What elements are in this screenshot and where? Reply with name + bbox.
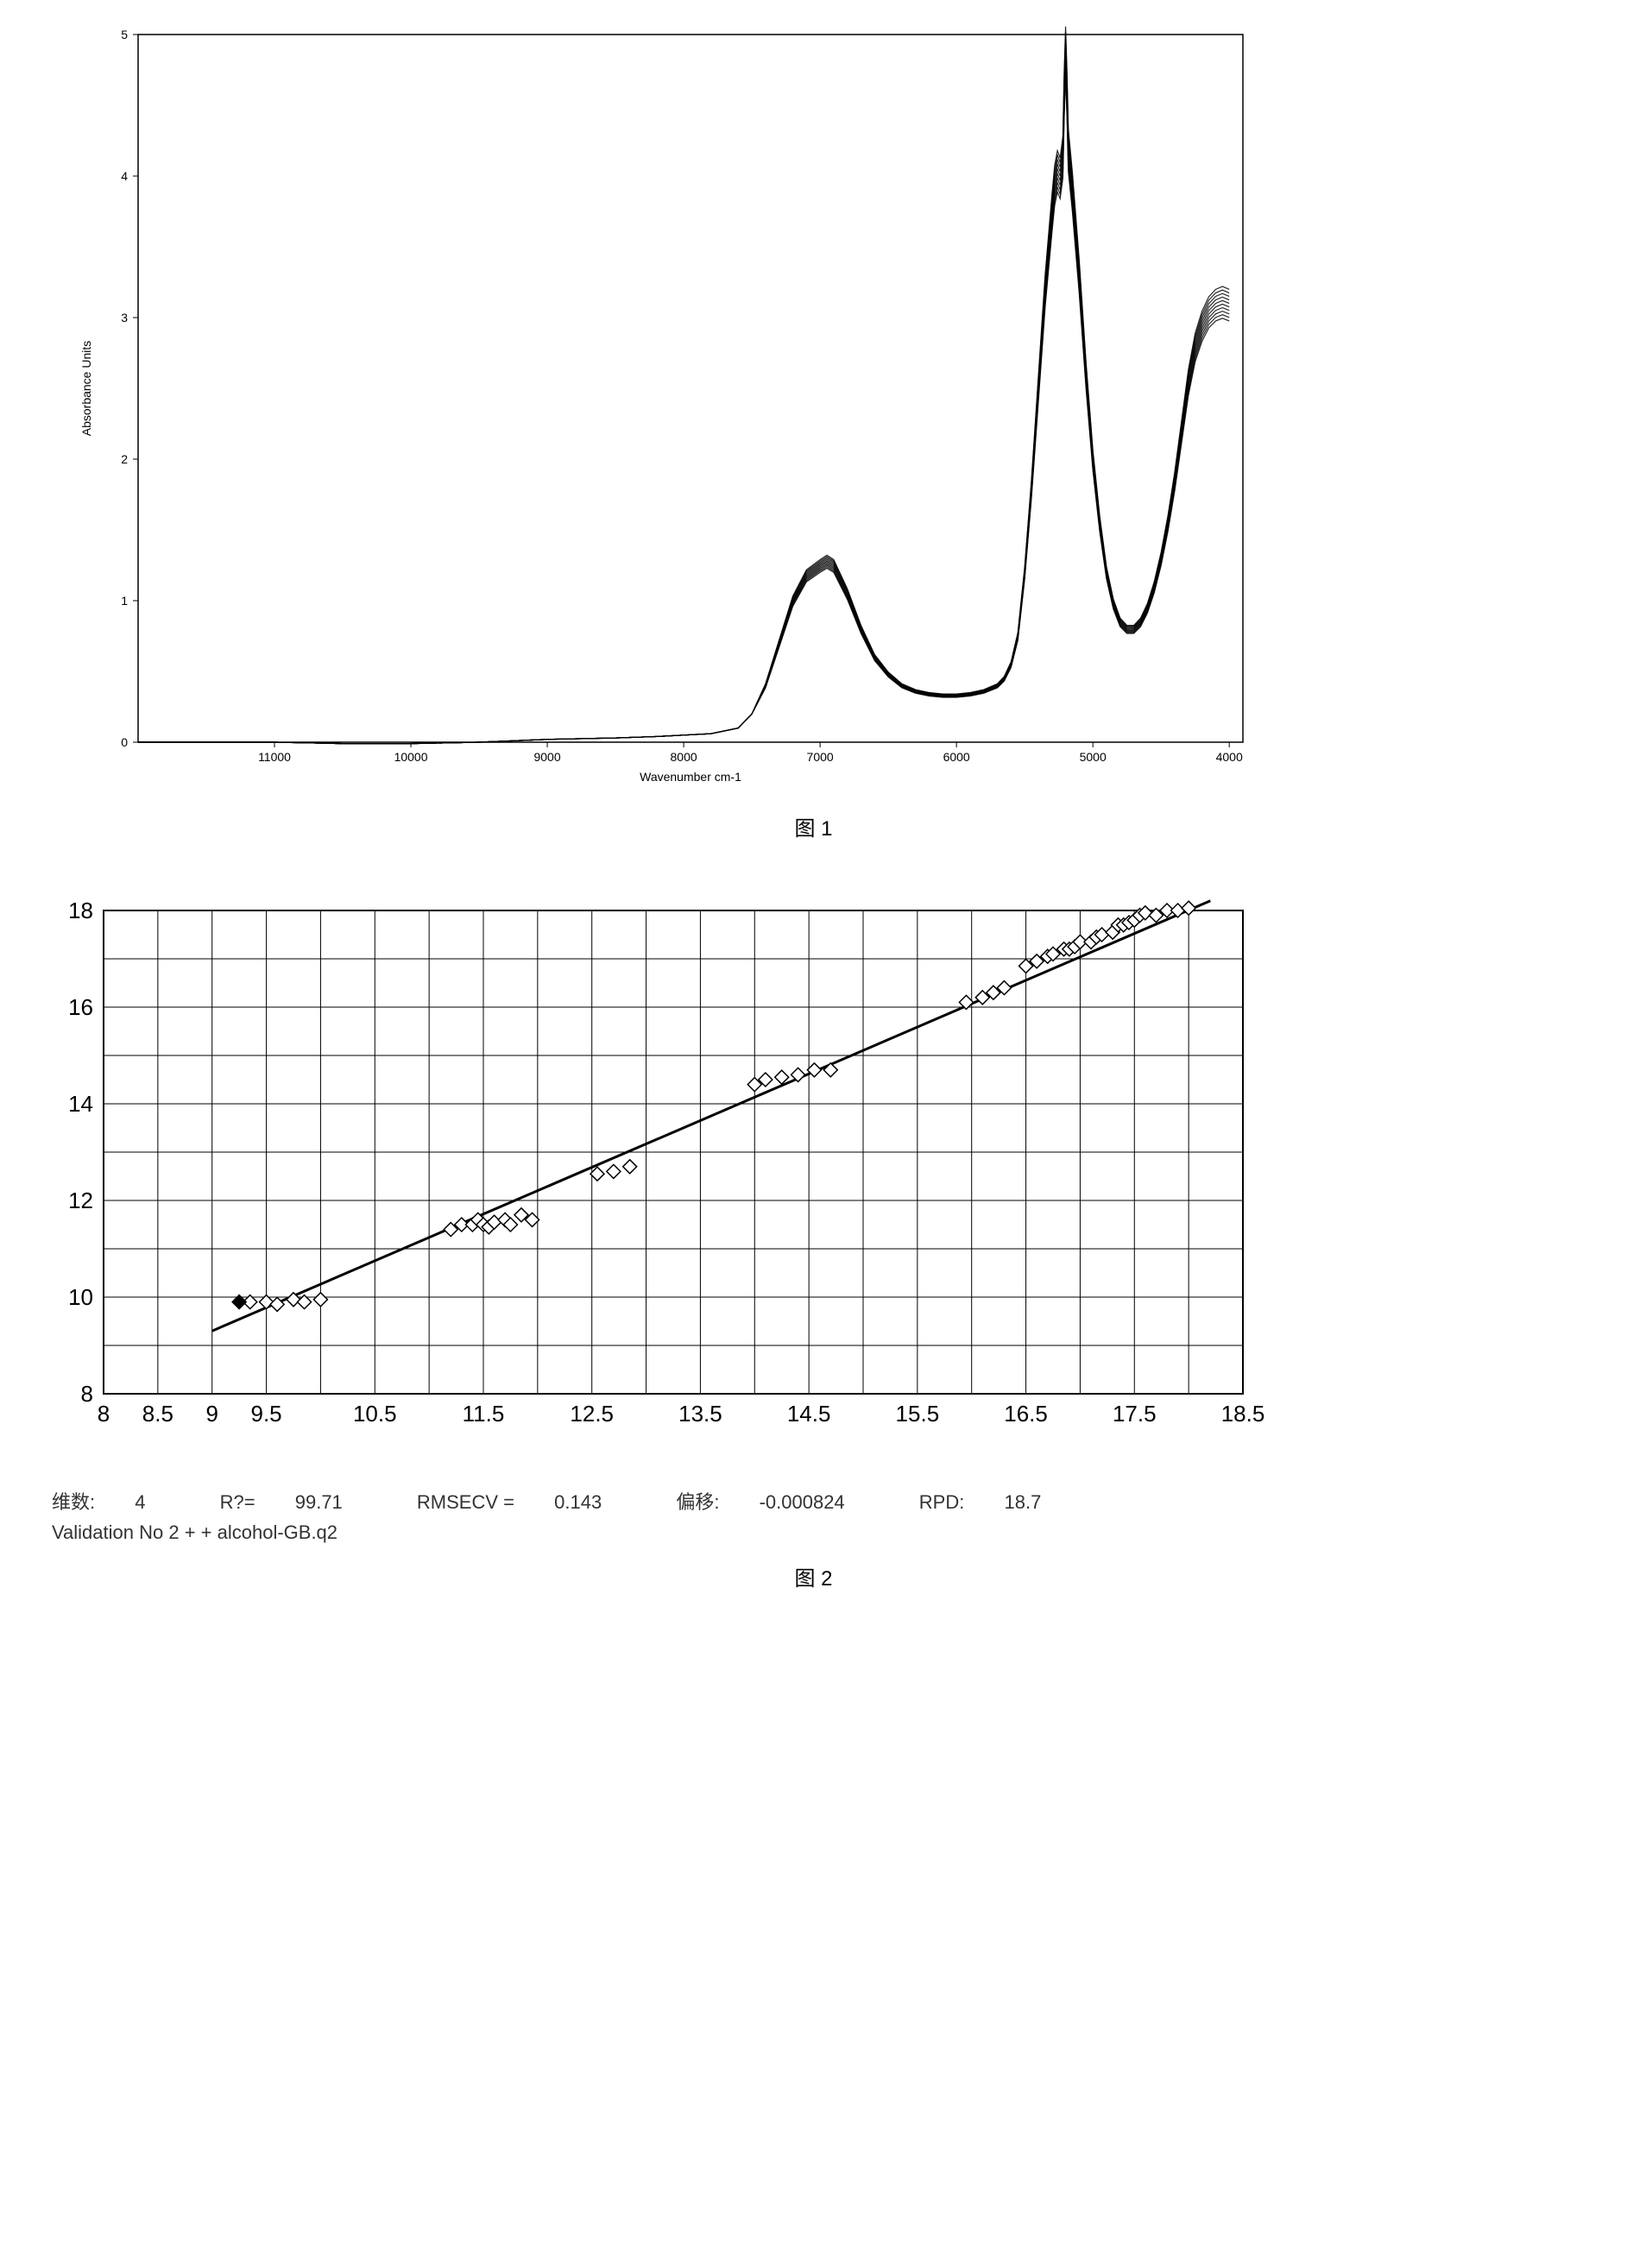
svg-text:1: 1 — [121, 594, 128, 608]
figure-2-caption: 图 2 — [17, 1561, 1610, 1591]
r2-value: 99.71 — [295, 1491, 343, 1513]
svg-text:11.5: 11.5 — [463, 1401, 505, 1427]
svg-text:8: 8 — [98, 1401, 110, 1427]
spectrum-chart: 0 1 2 3 4 5 11000 10000 9000 8000 7000 6000 5000 4000… — [17, 17, 1610, 794]
rpd-label: RPD: — [919, 1491, 965, 1513]
stats-line-1: 维数: 4 R?= 99.71 RMSECV = 0.143 偏移: -0.00… — [17, 1487, 1610, 1515]
svg-text:14.5: 14.5 — [787, 1401, 831, 1427]
svg-text:15.5: 15.5 — [896, 1401, 940, 1427]
bias-value: -0.000824 — [760, 1491, 845, 1513]
rpd-value: 18.7 — [1004, 1491, 1041, 1513]
svg-text:0: 0 — [121, 735, 128, 749]
svg-text:18: 18 — [68, 898, 93, 923]
svg-text:5000: 5000 — [1080, 750, 1107, 764]
stats-line-2: Validation No 2 + + alcohol-GB.q2 — [17, 1521, 1610, 1544]
figure-2: 8 10 12 14 16 18 8 8.5 9 9.5 10.5 11.5 12.5 13.5 14.5 1… — [17, 893, 1610, 1591]
svg-text:Absorbance Units: Absorbance Units — [79, 341, 93, 437]
svg-text:12: 12 — [68, 1188, 93, 1213]
figure-1-caption: 图 1 — [17, 811, 1610, 841]
svg-text:7000: 7000 — [807, 750, 834, 764]
svg-text:10000: 10000 — [394, 750, 428, 764]
svg-text:14: 14 — [68, 1091, 93, 1117]
svg-text:3: 3 — [121, 311, 128, 324]
svg-text:8: 8 — [81, 1381, 93, 1407]
dim-label: 维数: — [52, 1491, 95, 1513]
dim-value: 4 — [135, 1491, 145, 1513]
svg-text:10: 10 — [68, 1284, 93, 1310]
rmsecv-label: RMSECV = — [417, 1491, 514, 1513]
validation-chart: 8 10 12 14 16 18 8 8.5 9 9.5 10.5 11.5 12.5 13.5 14.5 1… — [17, 893, 1610, 1480]
svg-text:13.5: 13.5 — [678, 1401, 722, 1427]
r2-label: R?= — [220, 1491, 255, 1513]
bias-label: 偏移: — [676, 1491, 719, 1513]
svg-text:18.5: 18.5 — [1221, 1401, 1265, 1427]
svg-text:9000: 9000 — [533, 750, 560, 764]
svg-text:11000: 11000 — [258, 750, 291, 764]
figure-1: 0 1 2 3 4 5 11000 10000 9000 8000 7000 6000 5000 4000… — [17, 17, 1610, 841]
svg-text:2: 2 — [121, 452, 128, 466]
svg-text:9: 9 — [205, 1401, 218, 1427]
svg-text:5: 5 — [121, 28, 128, 41]
svg-text:4: 4 — [121, 169, 128, 183]
svg-text:8000: 8000 — [671, 750, 697, 764]
svg-text:16.5: 16.5 — [1004, 1401, 1048, 1427]
svg-text:9.5: 9.5 — [250, 1401, 281, 1427]
rmsecv-value: 0.143 — [554, 1491, 602, 1513]
svg-text:4000: 4000 — [1216, 750, 1243, 764]
svg-text:12.5: 12.5 — [570, 1401, 614, 1427]
svg-text:8.5: 8.5 — [142, 1401, 173, 1427]
svg-text:16: 16 — [68, 994, 93, 1020]
svg-text:6000: 6000 — [943, 750, 970, 764]
svg-text:Wavenumber cm-1: Wavenumber cm-1 — [640, 770, 741, 784]
svg-text:17.5: 17.5 — [1113, 1401, 1157, 1427]
svg-text:10.5: 10.5 — [353, 1401, 397, 1427]
